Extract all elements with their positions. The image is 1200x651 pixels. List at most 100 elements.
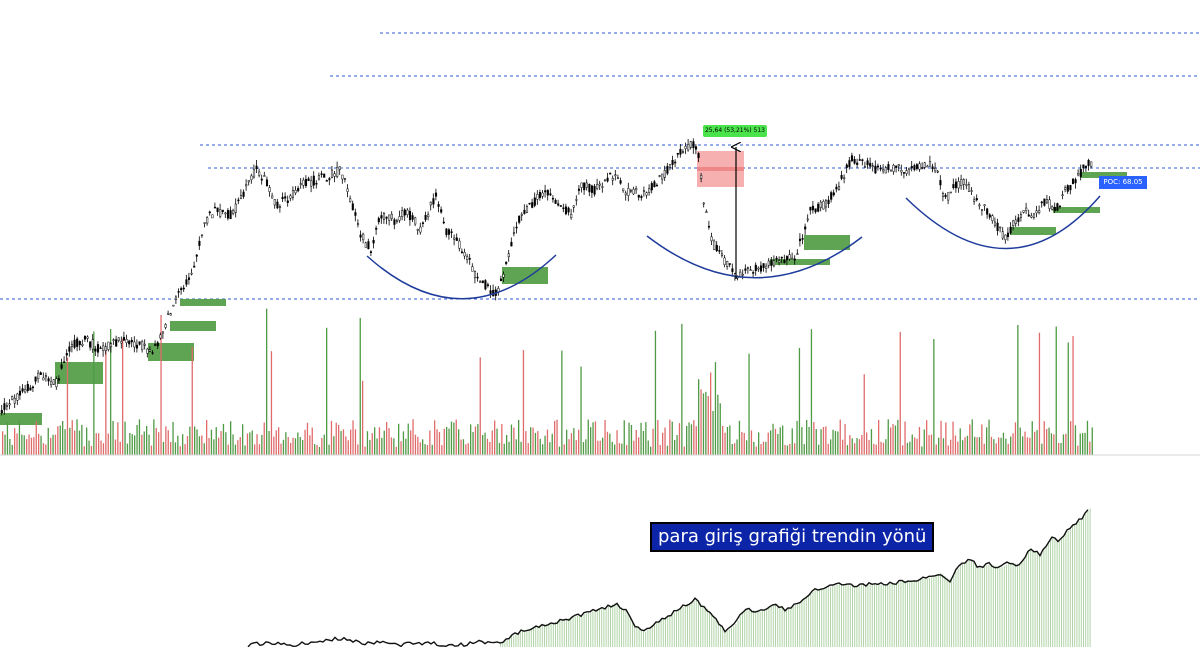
candle-body xyxy=(432,198,435,205)
volume-bar xyxy=(167,430,169,455)
money-flow-bar xyxy=(684,605,686,647)
money-flow-bar xyxy=(913,580,915,647)
money-flow-bar xyxy=(614,603,616,647)
candle-body xyxy=(606,177,609,182)
volume-bar xyxy=(822,427,825,455)
money-flow-bar xyxy=(722,627,724,647)
volume-bar xyxy=(98,433,100,455)
money-flow-bar xyxy=(951,578,952,647)
volume-bar xyxy=(880,441,882,455)
candle-body xyxy=(809,206,812,211)
candle-body xyxy=(190,272,193,275)
candle-body xyxy=(484,280,487,290)
candle-body xyxy=(752,272,755,274)
volume-bar xyxy=(357,444,359,455)
volume-bar xyxy=(681,323,683,455)
money-flow-bar xyxy=(700,603,702,647)
volume-bar xyxy=(738,420,741,455)
demand-zone xyxy=(148,343,194,361)
volume-bar xyxy=(11,444,13,455)
money-flow-bar xyxy=(744,609,746,647)
volume-bar xyxy=(640,422,642,455)
volume-bar xyxy=(1024,431,1026,455)
money-flow-bar xyxy=(737,620,739,647)
volume-bar xyxy=(93,331,95,455)
candle-body xyxy=(928,161,932,167)
candle-body xyxy=(213,206,217,209)
candle-body xyxy=(1009,226,1012,234)
volume-bar xyxy=(369,439,371,455)
money-flow-bar xyxy=(726,630,728,647)
money-flow-bar xyxy=(720,624,721,647)
money-flow-bar xyxy=(858,585,860,647)
money-flow-bar xyxy=(814,590,816,647)
money-flow-bar xyxy=(709,611,710,647)
money-flow-bar xyxy=(691,601,693,647)
volume-bar xyxy=(74,430,76,455)
candle-body xyxy=(346,188,349,192)
volume-bar xyxy=(798,347,801,455)
money-flow-bar xyxy=(812,592,814,647)
volume-bar xyxy=(45,444,47,455)
volume-bar xyxy=(724,432,726,455)
money-flow-bar xyxy=(979,567,981,647)
candle-body xyxy=(398,216,401,221)
volume-bar xyxy=(141,434,143,455)
candle-body xyxy=(297,188,300,192)
volume-bar xyxy=(700,389,702,455)
demand-zone xyxy=(0,413,42,425)
volume-bar xyxy=(62,421,64,455)
volume-bar xyxy=(582,442,585,455)
volume-bar xyxy=(242,424,244,455)
money-flow-bar xyxy=(583,613,585,647)
volume-bar xyxy=(561,350,563,455)
volume-bar xyxy=(909,441,911,455)
money-flow-bar xyxy=(1058,539,1060,647)
money-flow-bar xyxy=(1067,530,1069,647)
candle-body xyxy=(1014,219,1017,224)
volume-bar xyxy=(1053,434,1055,455)
volume-bar xyxy=(844,424,846,455)
money-flow-bar xyxy=(592,611,594,647)
money-flow-bar xyxy=(517,633,519,647)
candle-body xyxy=(861,159,864,161)
volume-bar xyxy=(746,440,748,455)
candle-body xyxy=(762,263,765,269)
money-flow-bar xyxy=(940,573,941,647)
money-flow-bar xyxy=(781,607,783,647)
volume-bar xyxy=(196,429,198,455)
money-flow-bar xyxy=(1065,533,1067,647)
candle-body xyxy=(624,192,627,196)
candle-body xyxy=(986,208,989,215)
volume-bar xyxy=(654,330,657,455)
money-flow-bar xyxy=(1023,558,1025,647)
volume-bar xyxy=(124,421,126,455)
money-flow-bar xyxy=(676,611,677,647)
candle-body xyxy=(850,155,854,162)
money-flow-bar xyxy=(660,619,662,647)
candle-body xyxy=(570,214,573,219)
candle-body xyxy=(775,257,778,260)
candle-body xyxy=(234,203,237,213)
volume-bar xyxy=(688,422,690,455)
money-flow-bar xyxy=(1083,516,1084,647)
candle-body xyxy=(156,342,159,347)
volume-bar xyxy=(904,421,906,455)
volume-bar xyxy=(477,424,479,455)
candle-body xyxy=(343,178,347,180)
volume-bar xyxy=(1007,443,1009,455)
volume-bar xyxy=(683,446,685,455)
money-flow-bar xyxy=(761,610,763,647)
money-flow-bar xyxy=(878,584,880,647)
volume-bar xyxy=(1005,438,1007,455)
candle-body xyxy=(970,190,973,192)
volume-bar xyxy=(6,422,9,455)
money-flow-bar xyxy=(596,610,598,647)
money-flow-bar xyxy=(924,578,926,647)
volume-bar xyxy=(887,419,889,455)
money-flow-bar xyxy=(968,560,970,647)
volume-bar xyxy=(729,425,731,455)
money-flow-bar xyxy=(673,612,675,647)
candle-body xyxy=(551,197,555,200)
candle-body xyxy=(564,206,568,215)
